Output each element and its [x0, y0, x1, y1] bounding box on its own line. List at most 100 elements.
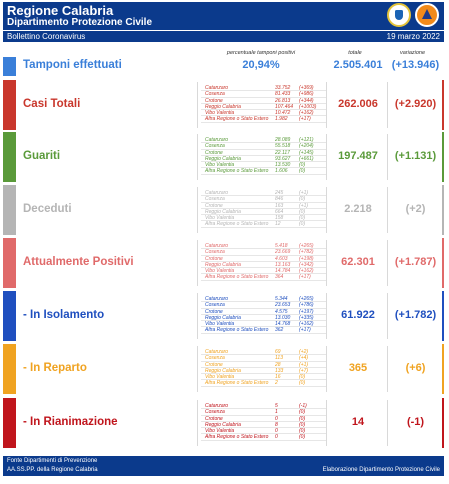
tamponi-percent: 20,94%	[242, 59, 280, 71]
column-divider	[326, 400, 327, 446]
province-delta: (+986)	[299, 91, 314, 98]
province-name: Crotone	[205, 415, 223, 422]
province-delta: (+786)	[299, 302, 314, 309]
column-divider	[197, 400, 198, 446]
section-variation: (-1)	[406, 416, 425, 428]
department-subtitle: Dipartimento Protezione Civile	[7, 17, 153, 28]
province-value: 5.418	[275, 243, 288, 249]
province-delta: (+369)	[299, 85, 314, 91]
province-name: Altra Regione o Stato Estero	[205, 168, 269, 175]
section-color-marker	[3, 291, 16, 341]
province-row: Vibo Valentia 10.472 (+162)	[201, 110, 327, 117]
section-label: - In Rianimazione	[23, 416, 118, 428]
section-color-marker	[3, 344, 16, 394]
province-row: Catanzaro 33.752 (+369)	[201, 85, 327, 92]
province-value: 28	[275, 361, 281, 368]
column-divider	[326, 346, 327, 392]
province-name: Vibo Valentia	[205, 162, 235, 169]
province-value: 14.768	[275, 321, 291, 328]
province-name: Cosenza	[205, 91, 225, 98]
province-name: Cosenza	[205, 196, 225, 203]
province-row: Reggio Calabria 8 (0)	[201, 421, 327, 429]
province-name: Vibo Valentia	[205, 110, 235, 117]
province-name: Reggio Calabria	[205, 367, 241, 374]
province-delta: (+17)	[299, 327, 311, 334]
province-row: Crotone 26.813 (+344)	[201, 98, 327, 104]
province-value: 14.784	[275, 268, 291, 275]
province-value: 846	[275, 196, 284, 203]
province-value: 12	[275, 221, 281, 228]
column-divider	[326, 82, 327, 128]
province-row: Crotone 4.603 (+198)	[201, 256, 327, 262]
section-total: 197.487	[338, 150, 378, 162]
province-delta: (+7)	[299, 367, 309, 374]
province-row: Crotone 4.575 (+197)	[201, 309, 327, 315]
footer-source-line1: Fonte Dipartimenti di Prevenzione	[7, 458, 98, 464]
section-total: 262.006	[338, 98, 378, 110]
province-value: 13.030	[275, 314, 291, 321]
section-label: Attualmente Positivi	[23, 256, 134, 268]
province-row: Reggio Calabria 664 (0)	[201, 209, 327, 216]
province-row: Reggio Calabria 93.627 (+661)	[201, 155, 327, 163]
header-bar: Regione Calabria Dipartimento Protezione…	[3, 2, 444, 30]
province-row: Altra Regione o Stato Estero 0 (0)	[201, 434, 327, 441]
province-value: 364	[275, 274, 284, 281]
province-row: Catanzaro 69 (+2)	[201, 349, 327, 356]
province-delta: (0)	[299, 162, 306, 169]
province-value: 0	[275, 415, 278, 422]
province-delta: (0)	[299, 380, 306, 387]
province-row: Reggio Calabria 13.030 (+335)	[201, 314, 327, 322]
province-value: 13.530	[275, 162, 291, 169]
province-delta: (+162)	[299, 321, 314, 328]
bulletin-title: Bollettino Coronavirus	[7, 32, 86, 41]
column-divider	[387, 400, 388, 446]
column-divider	[387, 293, 388, 339]
province-row: Altra Regione o Stato Estero 2 (0)	[201, 380, 327, 387]
province-delta: (0)	[299, 421, 306, 428]
province-value: 1	[275, 409, 278, 416]
variation-column-header: variazione	[399, 50, 426, 56]
province-name: Catanzaro	[205, 85, 229, 91]
footer-credit: Elaborazione Dipartimento Protezione Civ…	[322, 467, 440, 473]
province-delta: (+782)	[299, 249, 314, 256]
province-delta: (0)	[299, 168, 306, 175]
section-in-isolamento: - In Isolamento Catanzaro 5.344 (+265) Cosen…	[3, 291, 444, 341]
province-row: Cosenza 55.518 (+204)	[201, 143, 327, 150]
province-delta: (0)	[299, 415, 306, 422]
column-divider	[197, 346, 198, 392]
footer-bar: Fonte Dipartimenti di Prevenzione AA.SS.…	[3, 456, 444, 476]
province-row: Cosenza 23.669 (+782)	[201, 249, 327, 256]
column-divider	[387, 346, 388, 392]
province-delta: (+1)	[299, 202, 309, 209]
province-delta: (+4)	[299, 355, 309, 362]
province-name: Catanzaro	[205, 403, 229, 409]
province-delta: (+198)	[299, 255, 314, 262]
province-value: 113	[275, 355, 283, 362]
province-delta: (+121)	[299, 137, 314, 143]
province-delta: (+344)	[299, 97, 314, 104]
section-total: 2.218	[344, 203, 372, 215]
province-value: 362	[275, 327, 284, 334]
section-right-edge	[442, 291, 444, 341]
civil-protection-logo-icon	[415, 3, 439, 27]
province-name: Reggio Calabria	[205, 155, 241, 162]
province-row: Vibo Valentia 0 (0)	[201, 428, 327, 435]
province-name: Crotone	[205, 97, 223, 104]
province-row: Crotone 163 (+1)	[201, 203, 327, 209]
province-name: Cosenza	[205, 355, 225, 362]
province-value: 10.472	[275, 110, 291, 117]
province-value: 1.606	[275, 168, 288, 175]
province-name: Reggio Calabria	[205, 314, 241, 321]
province-delta: (+265)	[299, 243, 314, 249]
province-name: Catanzaro	[205, 190, 229, 196]
column-divider	[387, 240, 388, 286]
province-delta: (0)	[299, 428, 306, 435]
tamponi-label: Tamponi effettuati	[23, 59, 122, 71]
section-variation: (+1.787)	[394, 256, 437, 268]
section-variation: (+2)	[405, 203, 426, 215]
section-right-edge	[442, 398, 444, 448]
province-value: 2	[275, 380, 278, 387]
province-row: Reggio Calabria 13.163 (+342)	[201, 262, 327, 269]
province-name: Altra Regione o Stato Estero	[205, 380, 269, 387]
province-breakdown: Catanzaro 69 (+2) Cosenza 113 (+4) Crotone 28 (+…	[201, 349, 327, 387]
